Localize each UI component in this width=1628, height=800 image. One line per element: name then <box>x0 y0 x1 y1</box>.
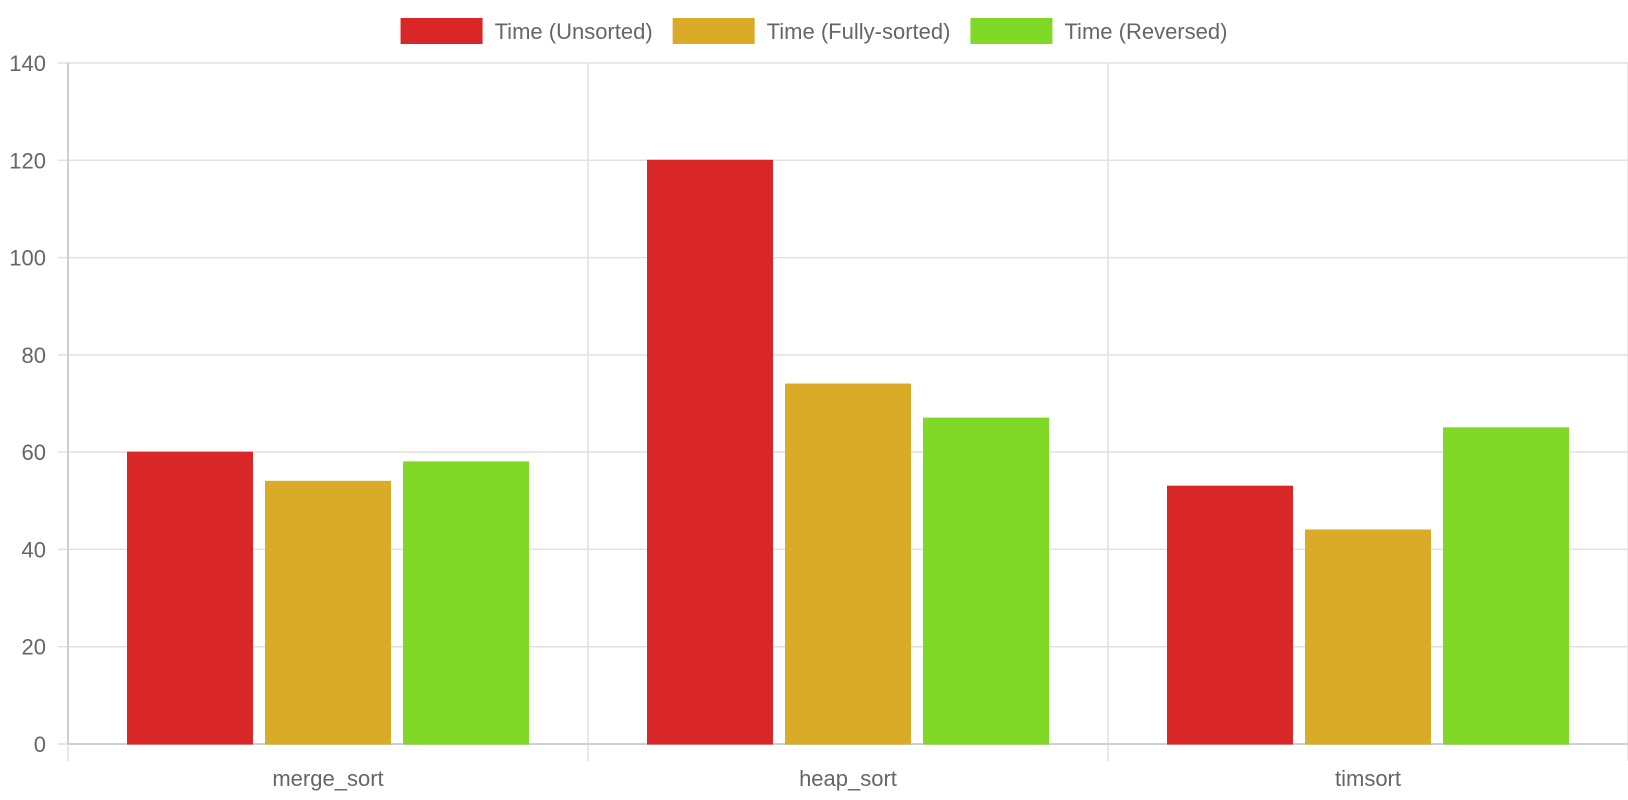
y-tick-label: 60 <box>22 440 46 465</box>
y-tick-label: 100 <box>9 246 46 271</box>
x-tick-label: timsort <box>1335 766 1401 791</box>
bar-timsort-1 <box>1305 529 1431 745</box>
legend-swatch <box>672 18 755 44</box>
bar-merge_sort-0 <box>127 451 253 745</box>
legend-item-label[interactable]: Time (Fully-sorted) <box>767 19 951 44</box>
y-tick-label: 120 <box>9 148 46 173</box>
legend-item-label[interactable]: Time (Unsorted) <box>495 19 653 44</box>
y-tick-label: 80 <box>22 343 46 368</box>
bar-heap_sort-1 <box>785 383 911 745</box>
x-tick-label: heap_sort <box>799 766 897 791</box>
legend-swatch <box>970 18 1053 44</box>
bars <box>127 159 1569 745</box>
legend-swatch <box>400 18 483 44</box>
bar-heap_sort-0 <box>647 159 773 745</box>
bar-merge_sort-1 <box>265 480 391 745</box>
axis-labels: 0 20 40 60 80 100 120 140 merge_sort heap_sort tim… <box>9 51 1401 791</box>
legend: Time (Unsorted) Time (Fully-sorted) Time (… <box>400 18 1227 44</box>
y-tick-label: 140 <box>9 51 46 76</box>
y-tick-label: 20 <box>22 635 46 660</box>
bar-heap_sort-2 <box>923 417 1049 745</box>
legend-item-label[interactable]: Time (Reversed) <box>1064 19 1227 44</box>
y-tick-label: 0 <box>34 732 46 757</box>
y-tick-label: 40 <box>22 537 46 562</box>
bar-timsort-2 <box>1443 427 1569 745</box>
bar-timsort-0 <box>1167 485 1293 745</box>
bar-merge_sort-2 <box>403 461 529 745</box>
x-tick-label: merge_sort <box>272 766 383 791</box>
